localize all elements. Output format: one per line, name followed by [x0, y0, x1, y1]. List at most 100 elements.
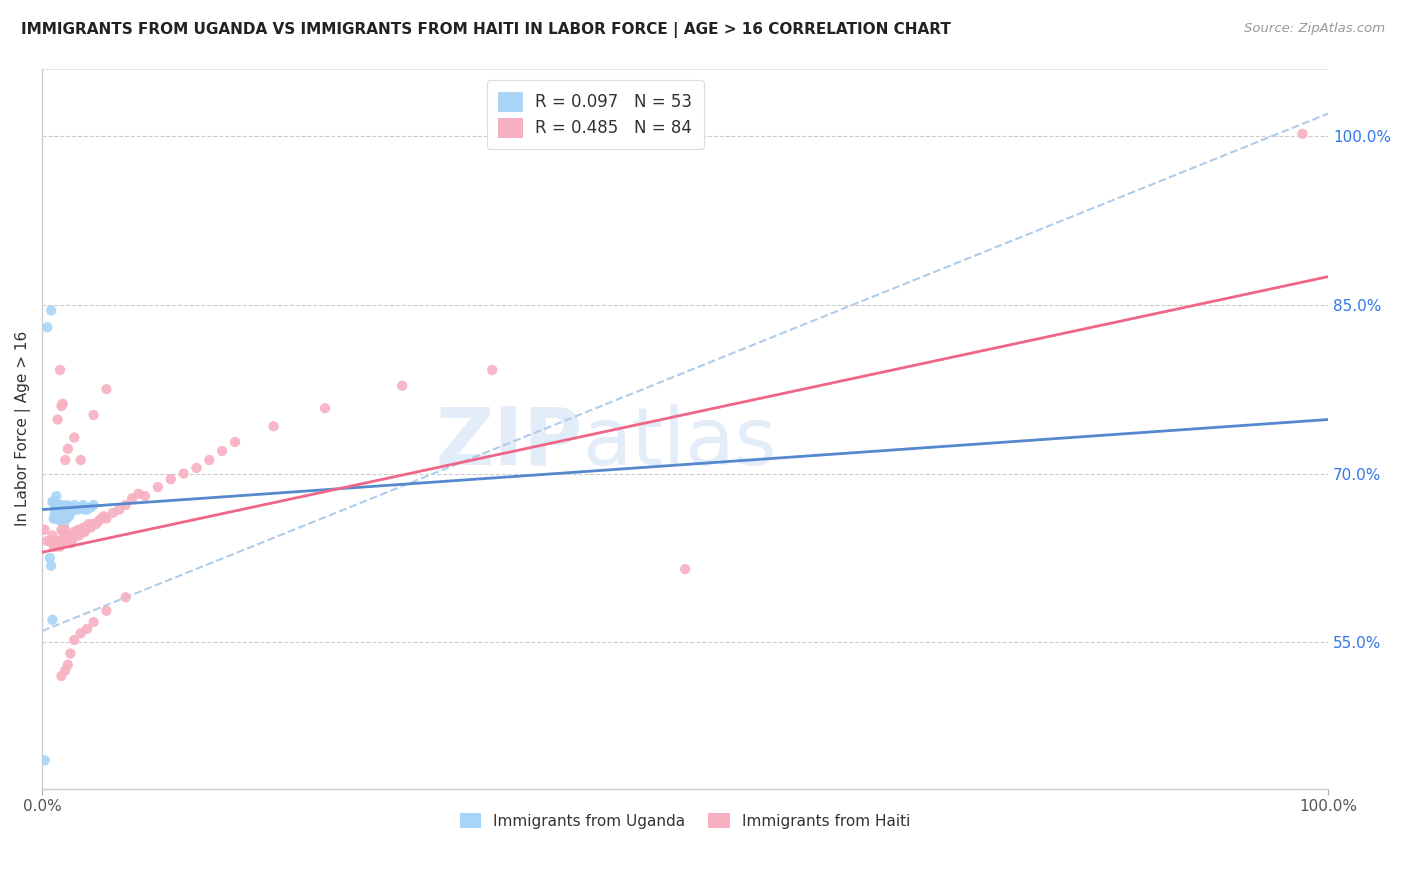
Point [224, 435, 246, 450]
Point [186, 461, 208, 475]
Legend: Immigrants from Uganda, Immigrants from Haiti: Immigrants from Uganda, Immigrants from … [454, 806, 917, 835]
Point [46, 536, 69, 550]
Point [56, 506, 79, 520]
Point [53, 517, 76, 532]
Point [59, 647, 82, 661]
Point [72, 520, 94, 534]
Point [51, 502, 73, 516]
Point [58, 509, 80, 524]
Point [391, 378, 413, 392]
Point [263, 419, 285, 434]
Point [41, 528, 63, 542]
Point [44, 494, 66, 508]
Point [55, 498, 77, 512]
Point [53, 502, 76, 516]
Point [69, 626, 91, 640]
Point [84, 517, 107, 532]
Point [60, 502, 83, 516]
Point [53, 534, 76, 549]
Point [108, 502, 131, 516]
Point [76, 502, 98, 516]
Point [96, 382, 118, 396]
Point [128, 487, 150, 501]
Point [56, 534, 79, 549]
Point [76, 520, 98, 534]
Point [45, 540, 67, 554]
Point [93, 509, 115, 524]
Point [90, 511, 112, 525]
Point [83, 517, 105, 532]
Point [37, 320, 59, 334]
Point [1291, 127, 1313, 141]
Point [51, 399, 73, 413]
Y-axis label: In Labor Force | Age > 16: In Labor Force | Age > 16 [15, 331, 31, 526]
Point [46, 511, 69, 525]
Point [63, 524, 86, 539]
Point [101, 506, 124, 520]
Point [56, 528, 79, 542]
Point [67, 528, 90, 542]
Point [42, 540, 65, 554]
Point [56, 500, 79, 515]
Point [159, 472, 181, 486]
Point [134, 489, 156, 503]
Point [38, 550, 60, 565]
Point [114, 591, 136, 605]
Point [73, 524, 96, 539]
Point [51, 511, 73, 525]
Point [146, 480, 169, 494]
Point [52, 536, 75, 550]
Point [42, 511, 65, 525]
Point [481, 363, 503, 377]
Point [73, 502, 96, 516]
Point [41, 613, 63, 627]
Text: Source: ZipAtlas.com: Source: ZipAtlas.com [1244, 22, 1385, 36]
Point [48, 511, 70, 525]
Point [51, 669, 73, 683]
Point [76, 622, 98, 636]
Point [83, 615, 105, 629]
Point [52, 524, 75, 539]
Point [173, 467, 195, 481]
Point [55, 534, 77, 549]
Point [41, 494, 63, 508]
Text: ZIP: ZIP [434, 404, 582, 482]
Point [49, 514, 72, 528]
Point [63, 430, 86, 444]
Point [45, 489, 67, 503]
Point [67, 502, 90, 516]
Point [53, 664, 76, 678]
Point [96, 604, 118, 618]
Point [45, 506, 67, 520]
Point [58, 500, 80, 515]
Point [198, 453, 221, 467]
Point [51, 534, 73, 549]
Point [42, 494, 65, 508]
Point [49, 506, 72, 520]
Point [49, 363, 72, 377]
Point [66, 500, 89, 515]
Point [44, 534, 66, 549]
Point [52, 397, 75, 411]
Point [46, 500, 69, 515]
Point [44, 511, 66, 525]
Point [75, 523, 97, 537]
Point [39, 303, 62, 318]
Point [62, 500, 84, 515]
Point [56, 657, 79, 672]
Point [114, 498, 136, 512]
Point [59, 536, 82, 550]
Point [83, 498, 105, 512]
Point [48, 506, 70, 520]
Point [46, 412, 69, 426]
Point [83, 408, 105, 422]
Point [80, 500, 103, 515]
Point [69, 453, 91, 467]
Point [44, 500, 66, 515]
Point [34, 523, 56, 537]
Point [77, 517, 100, 532]
Point [63, 498, 86, 512]
Point [70, 523, 93, 537]
Point [53, 523, 76, 537]
Text: atlas: atlas [582, 404, 776, 482]
